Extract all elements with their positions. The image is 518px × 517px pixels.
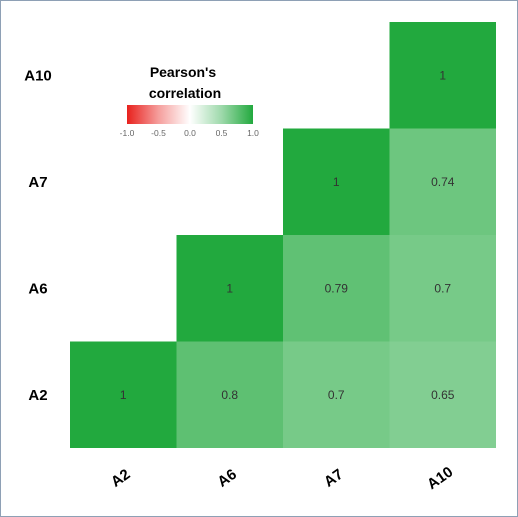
y-tick-label: A7 (28, 174, 47, 191)
cell-value-label: 0.7 (328, 388, 345, 402)
legend-tick-label: 1.0 (247, 128, 259, 138)
color-legend: Pearson's correlation -1.0 -0.5 0.0 0.5 1.0 (120, 64, 260, 138)
cell-value-label: 1 (439, 68, 446, 82)
legend-tick-label: 0.5 (216, 128, 228, 138)
cell-value-label: 0.8 (221, 388, 238, 402)
cell-value-label: 1 (226, 281, 233, 295)
heatmap-cell (176, 235, 283, 342)
heatmap-cell (176, 341, 283, 448)
heatmap-cells: 1 0.8 0.7 0.65 1 0.79 0.7 1 0.74 1 (70, 22, 496, 448)
x-tick-label: A2 (108, 466, 133, 491)
legend-tick-label: -0.5 (151, 128, 166, 138)
legend-tick-label: 0.0 (184, 128, 196, 138)
legend-colorbar (127, 105, 253, 124)
cell-value-label: 0.7 (434, 281, 451, 295)
y-axis-labels: A2 A6 A7 A10 (24, 67, 52, 404)
legend-title-line-2: correlation (149, 85, 221, 101)
x-tick-label: A7 (321, 466, 346, 491)
heatmap-cell (389, 128, 496, 235)
x-tick-label: A6 (214, 466, 239, 491)
heatmap-cell (389, 235, 496, 342)
heatmap-cell (389, 22, 496, 129)
cell-value-label: 1 (333, 175, 340, 189)
legend-title-line-1: Pearson's (150, 64, 217, 80)
x-axis-labels: A2 A6 A7 A10 (108, 463, 456, 493)
legend-ticks: -1.0 -0.5 0.0 0.5 1.0 (120, 128, 260, 138)
heatmap-cell (283, 235, 390, 342)
cell-value-label: 0.79 (325, 281, 349, 295)
x-tick-label: A10 (424, 463, 456, 493)
heatmap-cell (283, 341, 390, 448)
y-tick-label: A2 (28, 387, 47, 404)
cell-value-label: 1 (120, 388, 127, 402)
y-tick-label: A10 (24, 67, 52, 84)
y-tick-label: A6 (28, 280, 47, 297)
cell-value-label: 0.65 (431, 388, 455, 402)
legend-tick-label: -1.0 (120, 128, 135, 138)
cell-value-label: 0.74 (431, 175, 455, 189)
heatmap-cell (389, 341, 496, 448)
heatmap-cell (70, 341, 177, 448)
heatmap-cell (283, 128, 390, 235)
